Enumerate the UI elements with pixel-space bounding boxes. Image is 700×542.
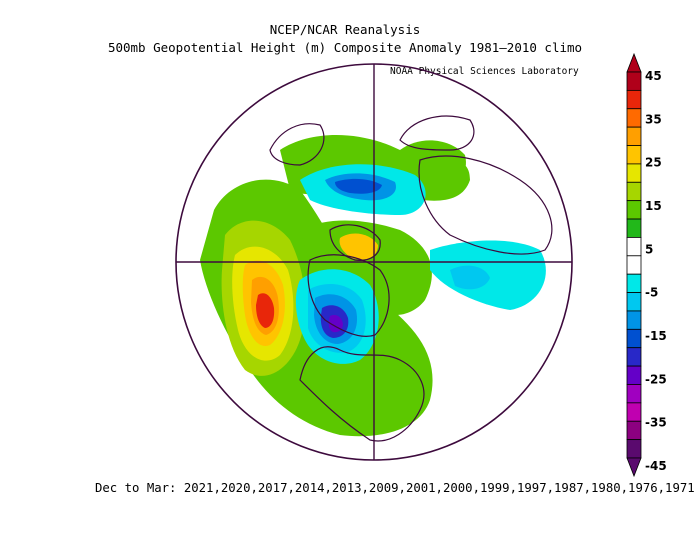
credit-label: NOAA Physical Sciences Laboratory [390, 66, 579, 77]
colorbar-segment [626, 145, 642, 165]
colorbar-segment [626, 439, 642, 459]
colorbar-segment [626, 218, 642, 238]
colorbar-segment [626, 89, 642, 110]
colorbar-label: -15 [645, 329, 667, 343]
colorbar-segment [626, 402, 642, 422]
pacific-ridge-red [256, 293, 275, 328]
colorbar-label: 45 [645, 69, 662, 83]
colorbar-segment [626, 347, 642, 367]
colorbar-label: -25 [645, 372, 667, 386]
arctic-trough-darkblue [335, 178, 382, 194]
colorbar-top-arrow [626, 52, 642, 73]
colorbar-label: 5 [645, 242, 653, 256]
canada-trough-core [328, 314, 343, 333]
colorbar-segment [626, 255, 642, 275]
colorbar-segment [626, 384, 642, 404]
colorbar-segment [626, 126, 642, 146]
colorbar-segment [626, 108, 642, 128]
colorbar-label: 35 [645, 112, 662, 126]
years-footer: Dec to Mar: 2021,2020,2017,2014,2013,200… [95, 481, 695, 495]
colorbar-label: -45 [645, 459, 667, 473]
colorbar-segment [626, 310, 642, 330]
colorbar-segment [626, 420, 642, 441]
europe-green [400, 140, 466, 186]
colorbar-label: -35 [645, 416, 667, 430]
colorbar-label: -5 [645, 286, 658, 300]
colorbar-label: 25 [645, 156, 662, 170]
colorbar-segment [626, 365, 642, 385]
colorbar-segment [626, 273, 642, 293]
colorbar-segment [626, 200, 642, 220]
coastlines [269, 115, 553, 442]
colorbar-label: 15 [645, 199, 662, 213]
colorbar-segment [626, 163, 642, 183]
chart-title: NCEP/NCAR Reanalysis [269, 22, 421, 37]
greenland-yellow [339, 233, 378, 260]
colorbar-segment [626, 328, 642, 349]
eurasia-blue [450, 265, 490, 290]
colorbar-segment [626, 71, 642, 91]
colorbar-bottom-arrow [626, 457, 642, 478]
colorbar-segment [626, 292, 642, 312]
colorbar-segment [626, 181, 642, 202]
colorbar-segment [626, 237, 642, 257]
chart-subtitle: 500mb Geopotential Height (m) Composite … [107, 40, 583, 55]
